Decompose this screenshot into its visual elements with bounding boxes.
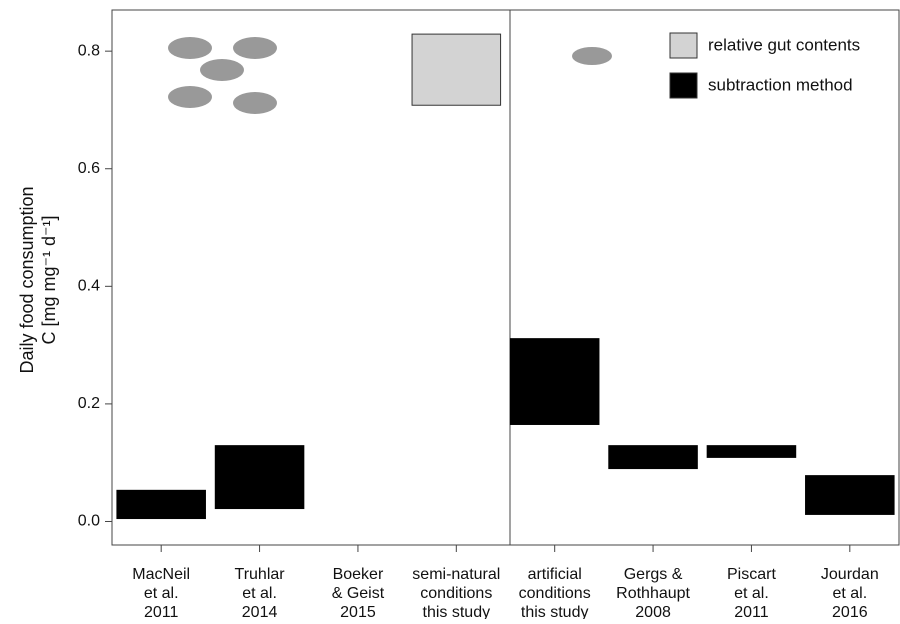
legend-label: relative gut contents <box>708 35 860 54</box>
y-axis-label-2: C [mg mg⁻¹ d⁻¹] <box>39 215 59 344</box>
legend-swatch <box>670 73 697 98</box>
bar <box>117 490 206 518</box>
bar <box>215 446 304 509</box>
y-tick-label: 0.4 <box>78 278 100 295</box>
chart: Daily food consumption C [mg mg⁻¹ d⁻¹] 0… <box>0 0 900 619</box>
y-tick-label: 0.8 <box>78 42 100 59</box>
legend-label: subtraction method <box>708 75 853 94</box>
legend-swatch <box>670 33 697 58</box>
y-tick-label: 0.2 <box>78 395 100 412</box>
bar <box>510 339 599 425</box>
bar <box>412 34 501 105</box>
bar <box>609 446 698 469</box>
amphipod-icons <box>168 37 612 114</box>
y-axis-label: Daily food consumption <box>17 186 37 373</box>
bar <box>707 446 796 458</box>
y-tick-label: 0.0 <box>78 513 100 530</box>
bar <box>806 476 895 515</box>
y-tick-label: 0.6 <box>78 160 100 177</box>
